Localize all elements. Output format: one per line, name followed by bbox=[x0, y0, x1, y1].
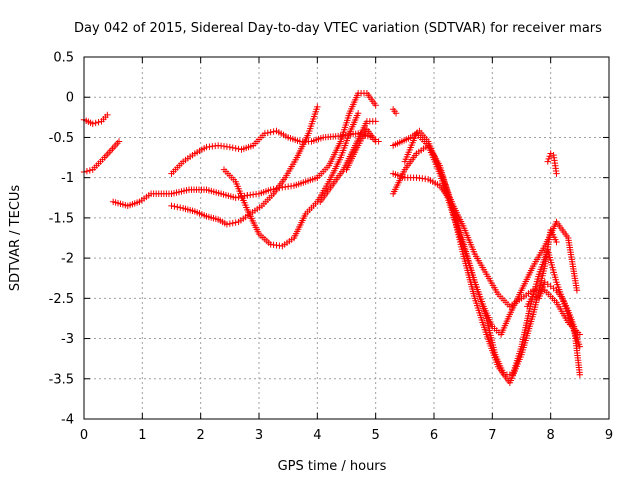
x-tick-label: 5 bbox=[372, 428, 380, 443]
y-tick-label: -4 bbox=[61, 413, 74, 428]
data-point bbox=[544, 158, 551, 165]
data-point bbox=[392, 110, 400, 117]
y-tick-label: -2 bbox=[61, 252, 74, 267]
data-point bbox=[229, 219, 236, 227]
data-point bbox=[223, 221, 231, 228]
x-tick-label: 7 bbox=[488, 428, 496, 443]
data-point bbox=[547, 150, 554, 157]
data-point bbox=[104, 111, 111, 119]
series-track-g bbox=[220, 110, 362, 250]
data-point bbox=[553, 170, 560, 177]
x-tick-label: 6 bbox=[430, 428, 438, 443]
data-points bbox=[80, 90, 584, 386]
data-point bbox=[545, 155, 552, 163]
data-point bbox=[354, 110, 362, 117]
data-point bbox=[270, 128, 277, 135]
data-point bbox=[372, 138, 379, 145]
data-point bbox=[86, 167, 94, 174]
data-point bbox=[264, 129, 271, 137]
series-track-a bbox=[80, 111, 111, 127]
data-point bbox=[177, 204, 184, 211]
x-tick-label: 8 bbox=[547, 428, 555, 443]
data-point bbox=[232, 194, 239, 201]
data-point bbox=[115, 138, 123, 145]
data-point bbox=[261, 130, 269, 137]
y-tick-label: -0.5 bbox=[49, 131, 74, 146]
axis-ticks: 0 1 2 3 4 5 6 7 8 9 -4 -3.5 -3 -2.5 -2 -1.5 -1 -0.5 0 0.5 bbox=[49, 51, 614, 444]
y-tick-label: -3.5 bbox=[49, 372, 74, 387]
data-point bbox=[235, 193, 242, 201]
data-point bbox=[372, 118, 379, 125]
chart-title: Day 042 of 2015, Sidereal Day-to-day VTE… bbox=[74, 21, 602, 36]
y-tick-label: -1 bbox=[61, 171, 74, 186]
x-tick-label: 3 bbox=[255, 428, 263, 443]
x-axis-label: GPS time / hours bbox=[278, 459, 387, 474]
series-track-o bbox=[401, 130, 581, 338]
series-track-f bbox=[168, 103, 321, 228]
data-point bbox=[226, 143, 234, 151]
data-point bbox=[573, 287, 581, 294]
y-tick-label: 0 bbox=[66, 91, 74, 106]
y-tick-label: -1.5 bbox=[49, 211, 74, 226]
y-tick-label: -3 bbox=[61, 332, 74, 347]
y-tick-label: -2.5 bbox=[49, 292, 74, 307]
y-tick-label: 0.5 bbox=[53, 51, 74, 66]
series-track-c bbox=[109, 186, 251, 210]
series-track-k bbox=[389, 106, 400, 117]
data-point bbox=[92, 119, 99, 127]
series-track-n bbox=[389, 170, 584, 338]
data-point bbox=[174, 203, 181, 211]
data-point bbox=[267, 129, 274, 136]
y-axis-label: SDTVAR / TECUs bbox=[8, 185, 23, 292]
data-point bbox=[314, 103, 321, 111]
grid bbox=[84, 57, 609, 419]
series-track-h bbox=[314, 90, 379, 181]
plot-frame bbox=[83, 56, 610, 420]
data-point bbox=[95, 118, 102, 126]
data-point bbox=[232, 219, 239, 226]
series-track-b bbox=[80, 138, 123, 176]
data-point bbox=[229, 144, 236, 151]
x-tick-label: 9 bbox=[605, 428, 613, 443]
data-point bbox=[546, 153, 553, 160]
data-point bbox=[171, 203, 178, 210]
data-point bbox=[553, 238, 560, 246]
x-tick-label: 2 bbox=[197, 428, 205, 443]
x-tick-label: 4 bbox=[313, 428, 321, 443]
data-point bbox=[83, 168, 91, 175]
series-track-j bbox=[343, 126, 379, 173]
data-point bbox=[89, 120, 96, 127]
series-track-q bbox=[524, 279, 584, 378]
data-point bbox=[372, 102, 379, 109]
data-point bbox=[576, 331, 584, 338]
x-tick-label: 0 bbox=[80, 428, 88, 443]
data-point bbox=[226, 220, 234, 227]
data-point bbox=[232, 145, 239, 152]
series-track-p bbox=[544, 150, 560, 177]
data-point bbox=[576, 343, 584, 350]
data-point bbox=[168, 202, 175, 210]
x-tick-label: 1 bbox=[138, 428, 146, 443]
data-point bbox=[576, 371, 584, 378]
data-point bbox=[267, 186, 274, 193]
